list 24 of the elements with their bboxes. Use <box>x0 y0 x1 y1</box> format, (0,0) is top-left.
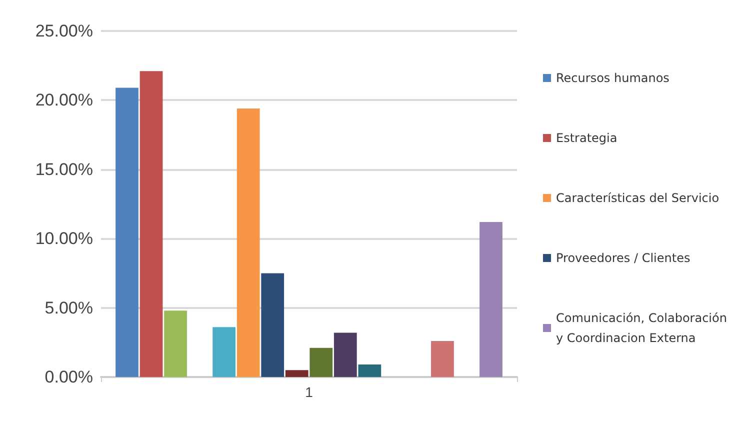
y-tick-label: 10.00% <box>35 229 93 248</box>
legend-label: Estrategia <box>556 131 618 145</box>
bar <box>236 108 260 377</box>
x-tick-label: 1 <box>305 384 314 400</box>
bar <box>310 348 333 377</box>
bar <box>164 310 187 377</box>
bar <box>140 71 163 377</box>
bar <box>261 273 284 377</box>
bar <box>334 332 357 377</box>
bar <box>285 370 308 377</box>
y-tick-label: 25.00% <box>35 22 93 40</box>
legend-label: Proveedores / Clientes <box>556 251 690 265</box>
legend-label: Recursos humanos <box>556 71 670 85</box>
y-tick-label: 0.00% <box>44 368 93 386</box>
y-tick-label: 15.00% <box>35 160 93 179</box>
y-tick-label: 5.00% <box>44 298 93 318</box>
bar <box>480 222 502 377</box>
legend-label: Comunicación, Colaboración y Coordinacion Externa <box>556 311 731 345</box>
y-tick-label: 20.00% <box>35 90 93 110</box>
legend-label: Características del Servicio <box>556 191 720 205</box>
bar <box>212 327 236 377</box>
bar <box>116 88 138 377</box>
bar <box>358 364 382 377</box>
bar <box>431 341 454 377</box>
